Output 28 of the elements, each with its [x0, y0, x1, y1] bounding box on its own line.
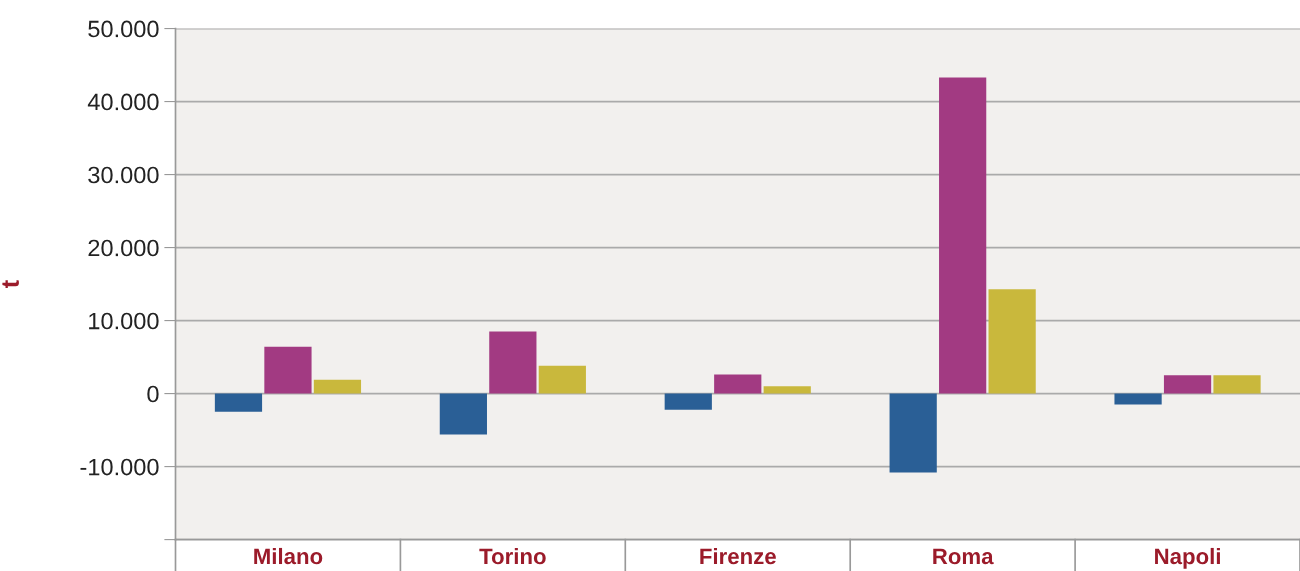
- bar: [439, 393, 487, 435]
- x-tick-label: Napoli: [1155, 547, 1220, 569]
- bar: [664, 393, 712, 410]
- y-axis-title: t: [2, 280, 19, 288]
- y-tick-label: 40.000: [87, 93, 159, 111]
- bar: [313, 379, 362, 394]
- bar: [889, 393, 937, 473]
- bar: [1213, 375, 1261, 394]
- y-tick-label: 20.000: [88, 239, 159, 257]
- bar: [714, 374, 762, 394]
- x-tick-label: Roma: [933, 548, 994, 565]
- y-tick-label: 10.000: [89, 312, 159, 330]
- x-tick-label: Milano: [254, 547, 323, 565]
- x-tick-label: Firenze: [700, 547, 776, 565]
- x-tick-label: Torino: [479, 547, 546, 565]
- bar: [988, 289, 1036, 394]
- y-tick-label: 50.000: [88, 20, 159, 38]
- bar: [264, 346, 312, 394]
- y-tick-label: 30.000: [88, 166, 159, 184]
- y-tick-label: 0: [147, 385, 159, 403]
- bar: [1114, 393, 1162, 405]
- y-tick-label: -10.000: [80, 458, 159, 476]
- bar: [939, 77, 987, 394]
- bar: [214, 393, 263, 412]
- bar: [1163, 375, 1212, 394]
- bar: [538, 365, 586, 394]
- bar: [763, 386, 811, 394]
- bar: [489, 331, 537, 394]
